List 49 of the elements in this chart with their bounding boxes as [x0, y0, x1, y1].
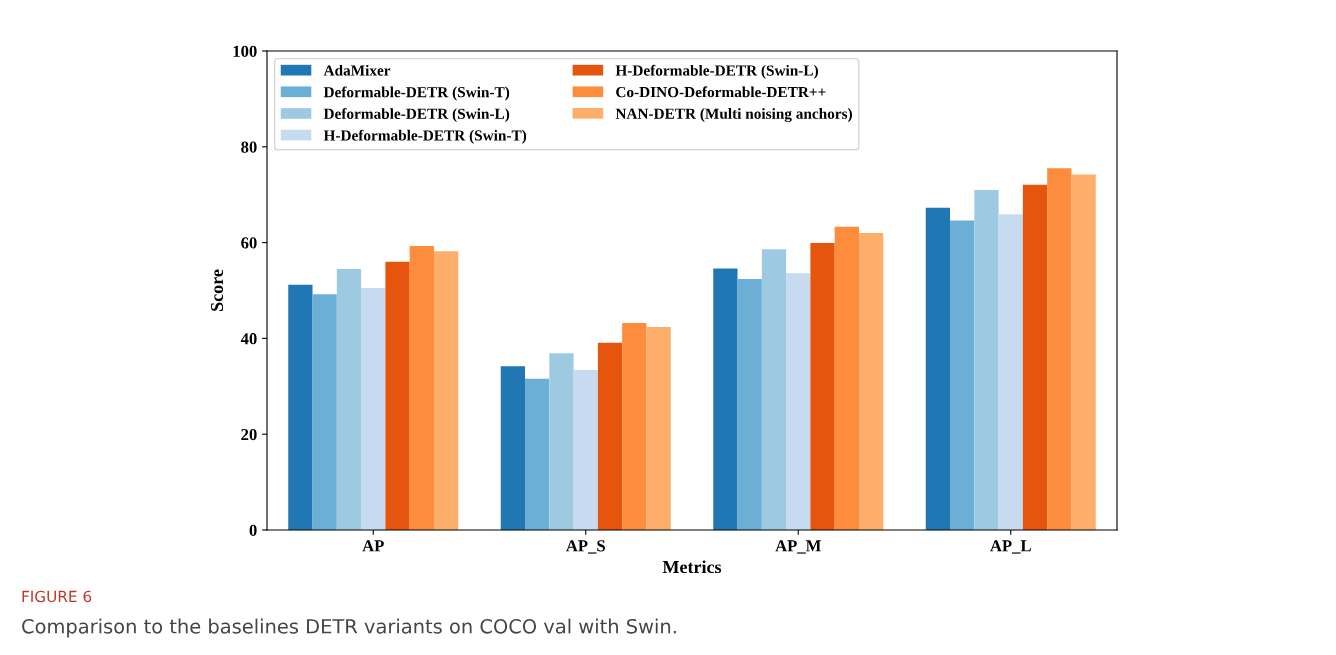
- bar: [713, 268, 738, 530]
- bar: [597, 342, 623, 530]
- bar: [622, 323, 647, 530]
- x-tick-label: AP: [362, 540, 384, 552]
- y-tick-label: 60: [241, 237, 257, 249]
- y-tick-label: 100: [233, 45, 257, 57]
- bar: [385, 261, 410, 530]
- y-axis-title: Score: [210, 269, 224, 311]
- bar: [998, 214, 1023, 530]
- bar: [573, 370, 598, 530]
- y-tick-label: 0: [249, 524, 257, 536]
- caption: FIGURE 6: [22, 590, 92, 603]
- bar: [974, 189, 999, 530]
- legend-label: Deformable-DETR (Swin-L): [323, 108, 510, 123]
- legend-label: Co-DINO-Deformable-DETR++: [616, 86, 826, 98]
- bar: [500, 366, 526, 530]
- x-tick-label: AP_L: [990, 540, 1031, 554]
- legend-label: H-Deformable-DETR (Swin-T): [323, 129, 527, 144]
- bar: [646, 326, 671, 530]
- bar: [361, 288, 386, 530]
- bar: [433, 251, 459, 530]
- bar: [288, 284, 313, 530]
- legend-label: NAN-DETR (Multi noising anchors): [615, 108, 852, 123]
- x-axis-title: Metrics: [662, 560, 722, 574]
- x-tick-label: AP_M: [775, 540, 821, 554]
- bar: [786, 273, 811, 530]
- bar: [312, 294, 337, 530]
- bar: [810, 243, 835, 530]
- y-tick-label: 20: [241, 428, 257, 441]
- bar: [409, 245, 434, 530]
- bar: [1071, 174, 1096, 530]
- bar: [858, 233, 884, 530]
- legend-label: Deformable-DETR (Swin-T): [323, 86, 510, 101]
- text: Comparison to the baselines DETR variants on COCO val with Swin.: [22, 618, 676, 638]
- bar: [549, 353, 574, 530]
- bar: [737, 279, 762, 530]
- legend-label: H-Deformable-DETR (Swin-L): [615, 64, 818, 79]
- bar: [925, 207, 951, 530]
- y-tick-label: 40: [240, 333, 257, 345]
- bar: [525, 378, 550, 530]
- bar: [1047, 168, 1072, 530]
- bar: [336, 268, 362, 530]
- legend-label: AdaMixer: [323, 64, 391, 76]
- bar: [834, 226, 859, 530]
- bar: [1022, 184, 1048, 530]
- bar: [950, 220, 975, 530]
- x-tick-label: AP_S: [566, 540, 605, 554]
- bar: [761, 249, 787, 530]
- y-tick-label: 80: [241, 141, 257, 153]
